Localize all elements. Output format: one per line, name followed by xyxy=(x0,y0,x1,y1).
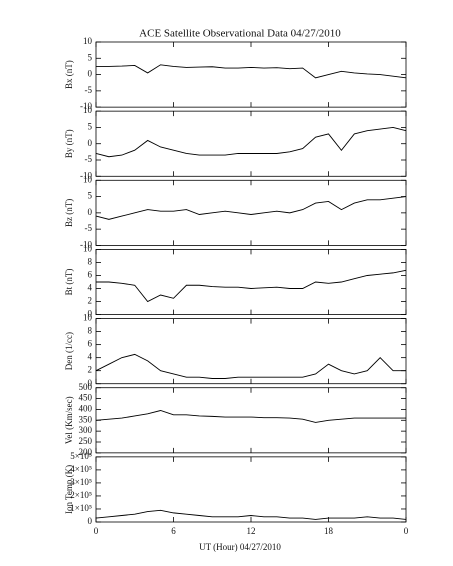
x-tick-label: 12 xyxy=(247,526,256,536)
y-tick-label: 2×10⁵ xyxy=(70,490,92,500)
data-line xyxy=(95,126,407,158)
y-tick-label: 0 xyxy=(88,309,93,319)
y-tick-label: 8 xyxy=(88,257,93,267)
y-tick-label: 5 xyxy=(88,191,93,201)
y-tick-label: 300 xyxy=(79,425,93,435)
y-tick-label: 10 xyxy=(83,174,93,184)
y-axis-label: Bz (nT) xyxy=(64,199,74,227)
chart-title: ACE Satellite Observational Data 04/27/2… xyxy=(139,28,341,40)
data-line xyxy=(95,353,406,379)
data-line xyxy=(96,269,407,303)
y-tick-label: 5 xyxy=(88,121,93,131)
y-axis-label: Den (1/cc) xyxy=(64,332,74,370)
data-line xyxy=(95,196,407,220)
y-tick-label: 400 xyxy=(79,403,93,413)
y-tick-label: -5 xyxy=(85,85,93,95)
y-tick-label: 4 xyxy=(88,283,93,293)
y-tick-label: 2 xyxy=(88,296,93,306)
y-tick-label: -10 xyxy=(80,101,92,111)
y-axis-label: Bt (nT) xyxy=(64,269,74,296)
y-tick-label: 0 xyxy=(88,138,93,148)
y-tick-label: 10 xyxy=(83,243,93,253)
y-tick-label: -5 xyxy=(85,223,93,233)
y-tick-label: 10 xyxy=(83,105,93,115)
y-tick-label: 350 xyxy=(79,414,93,424)
y-axis-label: Vel (Km/sec) xyxy=(64,396,74,444)
data-line xyxy=(96,64,407,79)
data-line xyxy=(95,509,407,520)
y-tick-label: -10 xyxy=(80,239,92,249)
y-tick-label: 200 xyxy=(79,447,93,457)
y-tick-label: 1×10⁵ xyxy=(70,503,92,513)
y-tick-label: 4×10⁵ xyxy=(70,464,92,474)
y-tick-label: 6 xyxy=(88,339,93,349)
x-axis-label: UT (Hour) 04/27/2010 xyxy=(199,542,281,552)
y-tick-label: 10 xyxy=(83,36,93,46)
y-tick-label: 450 xyxy=(79,393,93,403)
y-tick-label: 8 xyxy=(88,326,93,336)
y-tick-label: 0 xyxy=(88,69,93,79)
y-tick-label: 500 xyxy=(79,382,93,392)
y-axis-label: By (nT) xyxy=(64,129,74,158)
y-tick-label: 4 xyxy=(88,352,93,362)
y-tick-label: 3×10⁵ xyxy=(70,477,92,487)
y-tick-label: -5 xyxy=(85,154,93,164)
x-tick-label: 0 xyxy=(404,526,409,536)
y-tick-label: 0 xyxy=(88,378,93,388)
data-line xyxy=(95,410,406,423)
x-tick-label: 0 xyxy=(94,526,99,536)
y-tick-label: 5 xyxy=(88,52,93,62)
y-tick-label: 2 xyxy=(88,365,93,375)
y-axis-label: Bx (nT) xyxy=(64,60,74,89)
x-tick-label: 18 xyxy=(324,526,334,536)
x-tick-label: 6 xyxy=(171,526,176,536)
y-tick-label: 10 xyxy=(83,313,93,323)
y-tick-label: 6 xyxy=(88,270,93,280)
y-tick-label: 0 xyxy=(88,207,93,217)
y-tick-label: 5×10⁵ xyxy=(70,451,92,461)
y-axis-label: Ion Temp (K) xyxy=(64,465,74,514)
y-tick-label: -10 xyxy=(80,170,92,180)
y-tick-label: 0 xyxy=(88,516,93,526)
y-tick-label: 250 xyxy=(79,436,93,446)
